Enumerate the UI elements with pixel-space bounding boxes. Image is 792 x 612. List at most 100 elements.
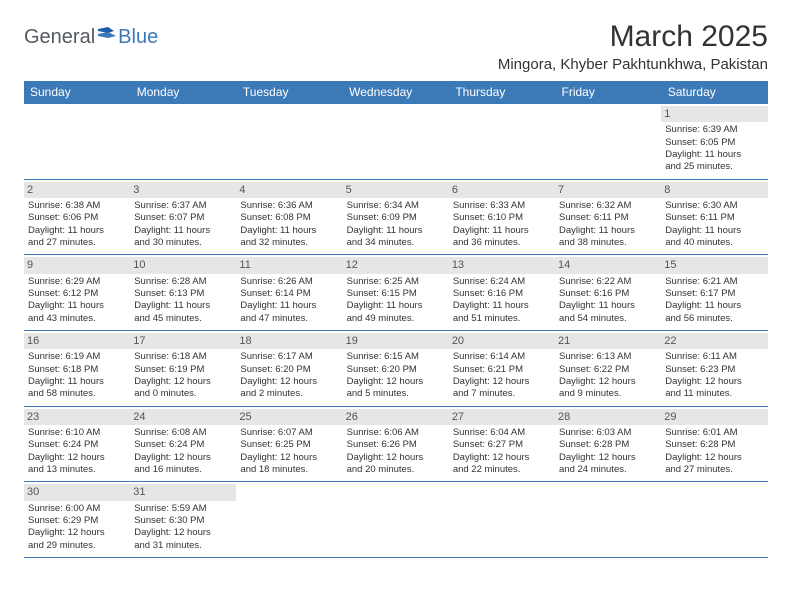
daylight-line1: Daylight: 11 hours <box>347 300 445 312</box>
sunset-text: Sunset: 6:16 PM <box>453 288 551 300</box>
sunset-text: Sunset: 6:07 PM <box>134 212 232 224</box>
calendar-day-cell: 18Sunrise: 6:17 AMSunset: 6:20 PMDayligh… <box>236 331 342 407</box>
sunset-text: Sunset: 6:20 PM <box>240 364 338 376</box>
sunrise-text: Sunrise: 6:18 AM <box>134 351 232 363</box>
calendar-day-cell: 11Sunrise: 6:26 AMSunset: 6:14 PMDayligh… <box>236 255 342 331</box>
calendar-day-cell: 5Sunrise: 6:34 AMSunset: 6:09 PMDaylight… <box>343 179 449 255</box>
daylight-line2: and 56 minutes. <box>665 313 763 325</box>
sunset-text: Sunset: 6:06 PM <box>28 212 126 224</box>
day-number: 6 <box>449 182 555 198</box>
day-number: 20 <box>449 333 555 349</box>
day-number: 1 <box>661 106 767 122</box>
calendar-table: Sunday Monday Tuesday Wednesday Thursday… <box>24 81 768 558</box>
daylight-line2: and 18 minutes. <box>240 464 338 476</box>
sunrise-text: Sunrise: 6:25 AM <box>347 276 445 288</box>
sunset-text: Sunset: 6:28 PM <box>665 439 763 451</box>
calendar-day-cell <box>24 104 130 180</box>
day-number: 14 <box>555 257 661 273</box>
weekday-header: Sunday <box>24 81 130 104</box>
day-number: 21 <box>555 333 661 349</box>
daylight-line1: Daylight: 12 hours <box>134 452 232 464</box>
sunset-text: Sunset: 6:25 PM <box>240 439 338 451</box>
sunrise-text: Sunrise: 6:33 AM <box>453 200 551 212</box>
logo-text-general: General <box>24 26 95 49</box>
sunset-text: Sunset: 6:29 PM <box>28 515 126 527</box>
daylight-line1: Daylight: 11 hours <box>240 300 338 312</box>
day-number: 11 <box>236 257 342 273</box>
daylight-line2: and 24 minutes. <box>559 464 657 476</box>
daylight-line1: Daylight: 12 hours <box>28 452 126 464</box>
daylight-line1: Daylight: 11 hours <box>453 300 551 312</box>
calendar-day-cell: 6 Sunrise: 6:33 AMSunset: 6:10 PMDaylight… <box>449 179 555 255</box>
sunset-text: Sunset: 6:16 PM <box>559 288 657 300</box>
sunset-text: Sunset: 6:26 PM <box>347 439 445 451</box>
sunrise-text: Sunrise: 6:03 AM <box>559 427 657 439</box>
daylight-line1: Daylight: 11 hours <box>28 300 126 312</box>
calendar-day-cell: 17Sunrise: 6:18 AMSunset: 6:19 PMDayligh… <box>130 331 236 407</box>
daylight-line2: and 47 minutes. <box>240 313 338 325</box>
sunset-text: Sunset: 6:14 PM <box>240 288 338 300</box>
calendar-day-cell: 3Sunrise: 6:37 AMSunset: 6:07 PMDaylight… <box>130 179 236 255</box>
daylight-line1: Daylight: 11 hours <box>134 225 232 237</box>
day-number: 3 <box>130 182 236 198</box>
sunset-text: Sunset: 6:08 PM <box>240 212 338 224</box>
calendar-day-cell <box>449 104 555 180</box>
sunset-text: Sunset: 6:10 PM <box>453 212 551 224</box>
daylight-line1: Daylight: 11 hours <box>665 300 763 312</box>
day-number: 29 <box>661 409 767 425</box>
sunrise-text: Sunrise: 6:06 AM <box>347 427 445 439</box>
daylight-line1: Daylight: 12 hours <box>347 376 445 388</box>
daylight-line1: Daylight: 12 hours <box>665 376 763 388</box>
calendar-day-cell: 10Sunrise: 6:28 AMSunset: 6:13 PMDayligh… <box>130 255 236 331</box>
day-number: 24 <box>130 409 236 425</box>
sunrise-text: Sunrise: 6:13 AM <box>559 351 657 363</box>
sunrise-text: Sunrise: 6:22 AM <box>559 276 657 288</box>
daylight-line1: Daylight: 11 hours <box>240 225 338 237</box>
calendar-day-cell: 14Sunrise: 6:22 AMSunset: 6:16 PMDayligh… <box>555 255 661 331</box>
calendar-day-cell: 25Sunrise: 6:07 AMSunset: 6:25 PMDayligh… <box>236 406 342 482</box>
calendar-page: General Blue March 2025 Mingora, Khyber … <box>0 0 792 578</box>
daylight-line1: Daylight: 12 hours <box>559 452 657 464</box>
day-number: 31 <box>130 484 236 500</box>
day-number: 2 <box>24 182 130 198</box>
day-number: 9 <box>24 257 130 273</box>
daylight-line2: and 54 minutes. <box>559 313 657 325</box>
day-number: 16 <box>24 333 130 349</box>
daylight-line1: Daylight: 11 hours <box>453 225 551 237</box>
calendar-day-cell: 31Sunrise: 5:59 AMSunset: 6:30 PMDayligh… <box>130 482 236 558</box>
daylight-line2: and 27 minutes. <box>665 464 763 476</box>
daylight-line2: and 34 minutes. <box>347 237 445 249</box>
sunset-text: Sunset: 6:09 PM <box>347 212 445 224</box>
weekday-header: Monday <box>130 81 236 104</box>
calendar-week-row: 30Sunrise: 6:00 AMSunset: 6:29 PMDayligh… <box>24 482 768 558</box>
daylight-line2: and 45 minutes. <box>134 313 232 325</box>
daylight-line1: Daylight: 12 hours <box>559 376 657 388</box>
weekday-header: Thursday <box>449 81 555 104</box>
daylight-line1: Daylight: 12 hours <box>28 527 126 539</box>
sunset-text: Sunset: 6:20 PM <box>347 364 445 376</box>
calendar-day-cell: 12Sunrise: 6:25 AMSunset: 6:15 PMDayligh… <box>343 255 449 331</box>
calendar-week-row: 2Sunrise: 6:38 AMSunset: 6:06 PMDaylight… <box>24 179 768 255</box>
calendar-day-cell: 1Sunrise: 6:39 AMSunset: 6:05 PMDaylight… <box>661 104 767 180</box>
daylight-line2: and 31 minutes. <box>134 540 232 552</box>
weekday-header: Tuesday <box>236 81 342 104</box>
calendar-week-row: 9Sunrise: 6:29 AMSunset: 6:12 PMDaylight… <box>24 255 768 331</box>
weekday-header: Saturday <box>661 81 767 104</box>
sunrise-text: Sunrise: 6:10 AM <box>28 427 126 439</box>
calendar-body: 1Sunrise: 6:39 AMSunset: 6:05 PMDaylight… <box>24 104 768 558</box>
sunrise-text: Sunrise: 6:14 AM <box>453 351 551 363</box>
day-number: 15 <box>661 257 767 273</box>
calendar-day-cell: 4Sunrise: 6:36 AMSunset: 6:08 PMDaylight… <box>236 179 342 255</box>
daylight-line1: Daylight: 12 hours <box>665 452 763 464</box>
calendar-day-cell <box>130 104 236 180</box>
sunrise-text: Sunrise: 6:04 AM <box>453 427 551 439</box>
calendar-day-cell: 30Sunrise: 6:00 AMSunset: 6:29 PMDayligh… <box>24 482 130 558</box>
day-number: 17 <box>130 333 236 349</box>
day-number: 23 <box>24 409 130 425</box>
calendar-day-cell: 13Sunrise: 6:24 AMSunset: 6:16 PMDayligh… <box>449 255 555 331</box>
daylight-line1: Daylight: 11 hours <box>28 225 126 237</box>
flag-icon <box>98 27 116 41</box>
sunrise-text: Sunrise: 6:08 AM <box>134 427 232 439</box>
daylight-line1: Daylight: 12 hours <box>453 376 551 388</box>
calendar-week-row: 23Sunrise: 6:10 AMSunset: 6:24 PMDayligh… <box>24 406 768 482</box>
